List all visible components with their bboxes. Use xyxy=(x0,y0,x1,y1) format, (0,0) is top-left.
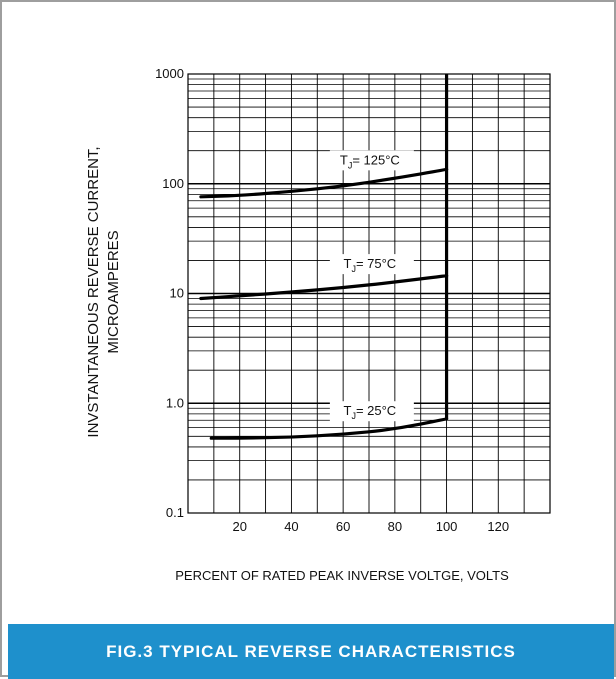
y-tick-label: 100 xyxy=(162,176,184,191)
series-label-2: TJ= 25°C xyxy=(343,403,396,421)
chart-labels: 20 40 60 80 100 120 0.1 1.0 10 100 1000 TJ= 125°C TJ… xyxy=(155,66,509,534)
series-label-0: TJ= 125°C xyxy=(340,152,400,170)
chart-curves xyxy=(199,74,449,440)
y-axis-title-line-1: INVSTANTANEOUS REVERSE CURRENT, xyxy=(85,146,102,437)
reverse-characteristics-chart: 20 40 60 80 100 120 0.1 1.0 10 100 1000 TJ= 125°C TJ… xyxy=(85,66,551,583)
series-label-1: TJ= 75°C xyxy=(343,256,396,274)
chart-grid xyxy=(188,74,550,513)
x-axis-title: PERCENT OF RATED PEAK INVERSE VOLTGE, VO… xyxy=(175,568,509,583)
y-tick-label: 1000 xyxy=(155,66,184,81)
figure-caption-bar: FIG.3 TYPICAL REVERSE CHARACTERISTICS xyxy=(8,624,614,679)
series-curve-1 xyxy=(199,274,449,301)
series-label-box-1 xyxy=(329,254,414,275)
series-label-box-0 xyxy=(329,150,414,171)
plot-border xyxy=(187,73,551,514)
y-axis-title-line-2: MICROAMPERES xyxy=(105,230,122,353)
chart-axes xyxy=(187,73,551,514)
x-tick-label: 60 xyxy=(336,519,350,534)
x-tick-label: 20 xyxy=(232,519,246,534)
figure-caption: FIG.3 TYPICAL REVERSE CHARACTERISTICS xyxy=(106,641,516,661)
series-curve-2 xyxy=(209,417,449,440)
x-tick-label: 100 xyxy=(436,519,458,534)
series-label-box-2 xyxy=(329,401,414,422)
y-tick-label: 0.1 xyxy=(166,505,184,520)
x-tick-label: 40 xyxy=(284,519,298,534)
series-curve-0 xyxy=(199,167,449,199)
x-tick-label: 120 xyxy=(487,519,509,534)
y-tick-label: 10 xyxy=(170,286,184,301)
x-tick-label: 80 xyxy=(388,519,402,534)
y-tick-label: 1.0 xyxy=(166,395,184,410)
